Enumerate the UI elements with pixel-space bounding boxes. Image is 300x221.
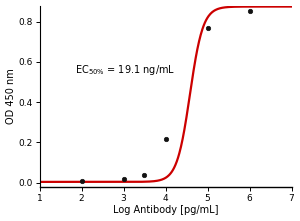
X-axis label: Log Antibody [pg/mL]: Log Antibody [pg/mL] — [113, 206, 218, 215]
Text: EC$_{50\%}$ = 19.1 ng/mL: EC$_{50\%}$ = 19.1 ng/mL — [75, 63, 176, 77]
Y-axis label: OD 450 nm: OD 450 nm — [6, 68, 16, 124]
